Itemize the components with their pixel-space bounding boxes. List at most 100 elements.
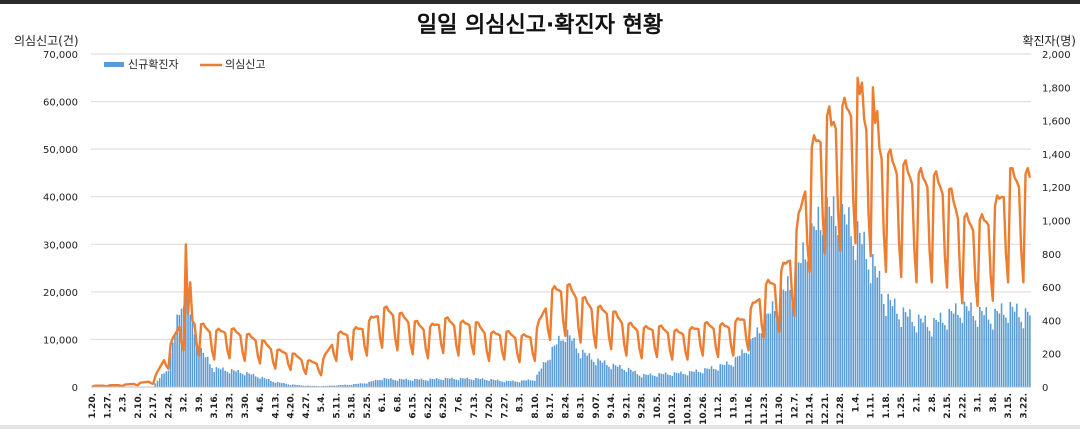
confirmed-bar [508,381,510,387]
confirmed-bar [733,367,735,387]
confirmed-bar [578,353,580,387]
confirmed-bar [957,315,959,387]
x-tick-label: 3.1. [974,393,984,412]
right-y-tick-label: 1,000 [1042,217,1071,228]
confirmed-bar [652,375,654,387]
confirmed-bar [966,306,968,387]
x-tick-label: 3.23. [225,393,235,419]
confirmed-bar [857,221,859,387]
confirmed-bar [155,383,157,387]
confirmed-bar [772,301,774,387]
confirmed-bar [619,365,621,387]
confirmed-bar [892,306,894,387]
confirmed-bar [179,315,181,387]
confirmed-bar [615,365,617,387]
x-tick-label: 11.30. [775,393,785,425]
confirmed-bar [981,311,983,387]
confirmed-bar [504,382,506,387]
x-tick-label: 5.4. [317,393,327,412]
confirmed-bar [364,383,366,387]
confirmed-bar [879,271,881,387]
confirmed-bar [1016,304,1018,387]
confirmed-bar [582,350,584,387]
confirmed-bar [977,327,979,387]
confirmed-bar [975,320,977,387]
confirmed-bar [401,379,403,387]
confirmed-bar [370,381,372,387]
confirmed-bar [667,375,669,387]
x-tick-label: 7.13. [470,393,480,419]
left-y-tick-label: 0 [72,383,78,394]
x-tick-label: 12.21. [821,393,831,425]
confirmed-bar [737,356,739,387]
confirmed-bar [571,341,573,387]
confirmed-bar [205,357,207,387]
confirmed-bar [671,376,673,387]
confirmed-bar [726,361,728,387]
x-tick-label: 2.17. [149,393,159,419]
confirmed-bar [477,379,479,387]
confirmed-bar [218,368,220,387]
confirmed-bar [584,353,586,387]
x-tick-label: 9.14. [607,393,617,419]
confirmed-bar [246,372,248,387]
confirmed-bar [551,347,553,387]
confirmed-bar [203,353,205,387]
confirmed-bar [855,260,857,387]
confirmed-bar [632,372,634,387]
right-y-tick-label: 1,200 [1042,183,1071,194]
confirmed-bar [789,290,791,387]
x-tick-label: 4.13. [271,393,281,419]
confirmed-bar [1018,317,1020,387]
confirmed-bar [405,379,407,387]
right-y-tick-label: 1,400 [1042,150,1071,161]
confirmed-bar [924,316,926,387]
confirmed-bar [445,378,447,387]
confirmed-bar [935,320,937,387]
confirmed-bar [746,353,748,387]
confirmed-bar [451,378,453,387]
confirmed-bar [440,380,442,387]
confirmed-bar [275,383,277,387]
x-tick-label: 1.25. [897,393,907,419]
confirmed-bar [933,318,935,387]
confirmed-bar [381,380,383,387]
confirmed-bar [815,230,817,387]
confirmed-bar [820,230,822,387]
confirmed-bar [663,374,665,387]
x-tick-label: 3.16. [210,393,220,419]
confirmed-bar [558,336,560,387]
confirmed-bar [955,303,957,387]
x-tick-label: 3.30. [241,393,251,419]
confirmed-bar [366,384,368,387]
confirmed-bar [842,204,844,387]
confirmed-bar [787,276,789,387]
confirmed-bar [237,370,239,387]
x-tick-label: 9.28. [638,393,648,419]
confirmed-bar [702,373,704,387]
confirmed-bar [643,374,645,387]
confirmed-bar [868,269,870,387]
confirmed-bar [944,325,946,387]
confirmed-bar [512,380,514,387]
confirmed-bar [414,379,416,387]
confirmed-bar [244,375,246,387]
legend-line-label: 의심신고 [225,58,265,71]
confirmed-bar [235,371,237,387]
confirmed-bar [220,369,222,387]
right-y-tick-label: 600 [1042,283,1061,294]
confirmed-bar [757,327,759,387]
confirmed-bar [488,381,490,387]
x-tick-label: 10.26. [699,393,709,425]
confirmed-bar [680,372,682,387]
x-tick-label: 3.9. [195,393,205,412]
x-ticks: 1.20.1.27.2.3.2.10.2.17.2.24.3.2.3.9.3.1… [88,393,1029,425]
confirmed-bar [641,377,643,387]
x-tick-label: 1.4. [851,393,861,412]
confirmed-bar [911,322,913,387]
x-tick-label: 8.31. [577,393,587,419]
confirmed-bar [532,380,534,387]
confirmed-bar [658,373,660,387]
confirmed-bar [824,245,826,387]
confirmed-bar [523,380,525,387]
